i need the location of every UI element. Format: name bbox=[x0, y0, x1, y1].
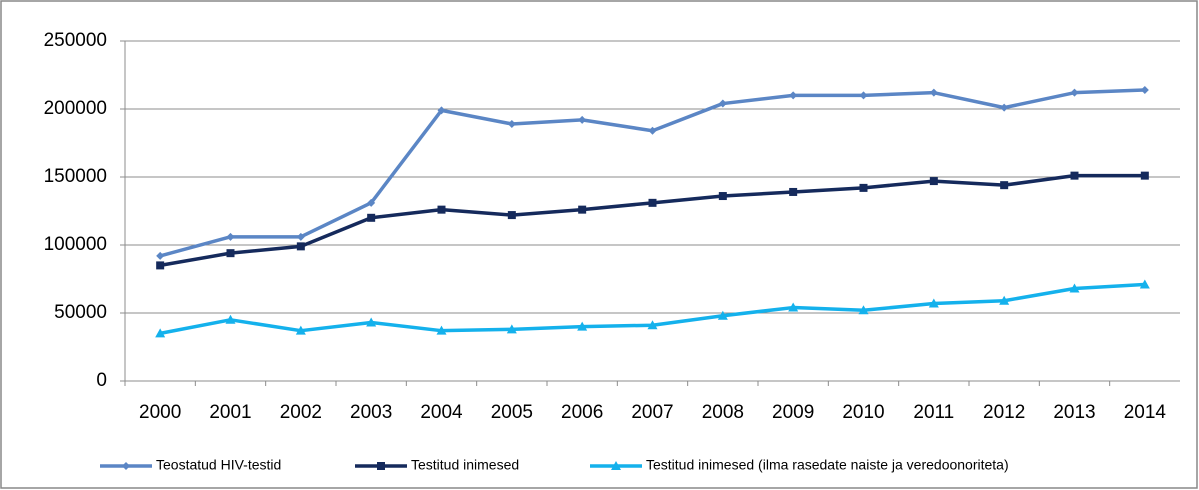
marker bbox=[506, 324, 517, 334]
y-tick-label: 50000 bbox=[54, 302, 107, 323]
marker bbox=[1000, 103, 1009, 112]
marker bbox=[789, 187, 798, 196]
marker bbox=[611, 461, 621, 470]
x-tick-label: 2008 bbox=[702, 402, 744, 423]
marker bbox=[226, 232, 235, 241]
marker bbox=[788, 302, 799, 312]
x-tick-label: 2006 bbox=[561, 402, 603, 423]
marker bbox=[225, 314, 236, 324]
marker bbox=[377, 462, 385, 470]
marker bbox=[296, 242, 305, 251]
marker bbox=[859, 183, 868, 192]
x-tick-label: 2014 bbox=[1124, 402, 1167, 423]
marker bbox=[122, 462, 130, 470]
marker bbox=[226, 249, 235, 258]
marker bbox=[1139, 279, 1150, 289]
x-tick-label: 2003 bbox=[350, 402, 392, 423]
y-tick-label: 200000 bbox=[44, 98, 107, 119]
x-tick-label: 2005 bbox=[491, 402, 533, 423]
marker bbox=[789, 91, 798, 100]
x-tick-label: 2013 bbox=[1053, 402, 1095, 423]
x-tick-label: 2002 bbox=[280, 402, 322, 423]
marker bbox=[717, 310, 728, 320]
marker bbox=[295, 325, 306, 335]
marker bbox=[929, 177, 938, 186]
marker bbox=[1070, 171, 1079, 180]
x-tick-label: 2009 bbox=[772, 402, 814, 423]
marker bbox=[437, 106, 446, 115]
marker bbox=[928, 298, 939, 308]
marker bbox=[1069, 283, 1080, 293]
marker bbox=[648, 126, 657, 135]
marker bbox=[155, 328, 166, 338]
marker bbox=[367, 198, 376, 207]
x-tick-label: 2004 bbox=[420, 402, 463, 423]
marker bbox=[156, 251, 165, 260]
marker bbox=[718, 192, 727, 201]
y-tick-label: 250000 bbox=[44, 30, 107, 51]
y-tick-label: 100000 bbox=[44, 234, 107, 255]
marker bbox=[156, 261, 165, 270]
x-tick-label: 2012 bbox=[983, 402, 1025, 423]
x-tick-label: 2001 bbox=[209, 402, 251, 423]
marker bbox=[858, 305, 869, 315]
marker bbox=[1070, 88, 1079, 97]
marker bbox=[648, 198, 657, 207]
x-tick-label: 2000 bbox=[139, 402, 181, 423]
marker bbox=[718, 99, 727, 108]
marker bbox=[1000, 181, 1009, 190]
marker bbox=[578, 205, 587, 214]
marker bbox=[1140, 171, 1149, 180]
legend-label: Testitud inimesed bbox=[411, 457, 519, 473]
marker bbox=[366, 317, 377, 327]
marker bbox=[1140, 85, 1149, 94]
x-tick-label: 2010 bbox=[842, 402, 884, 423]
marker bbox=[578, 115, 587, 124]
marker bbox=[859, 91, 868, 100]
marker bbox=[367, 213, 376, 222]
x-tick-label: 2007 bbox=[631, 402, 673, 423]
y-tick-label: 150000 bbox=[44, 166, 107, 187]
marker bbox=[577, 321, 588, 331]
marker bbox=[507, 119, 516, 128]
marker bbox=[436, 325, 447, 335]
legend-label: Testitud inimesed (ilma rasedate naiste … bbox=[646, 457, 1009, 473]
marker bbox=[647, 320, 658, 330]
marker bbox=[437, 205, 446, 214]
x-tick-label: 2011 bbox=[913, 402, 954, 423]
marker bbox=[929, 88, 938, 97]
y-tick-label: 0 bbox=[96, 370, 107, 391]
marker bbox=[296, 232, 305, 241]
marker bbox=[507, 211, 516, 220]
legend-label: Teostatud HIV-testid bbox=[156, 457, 281, 473]
marker bbox=[999, 295, 1010, 305]
